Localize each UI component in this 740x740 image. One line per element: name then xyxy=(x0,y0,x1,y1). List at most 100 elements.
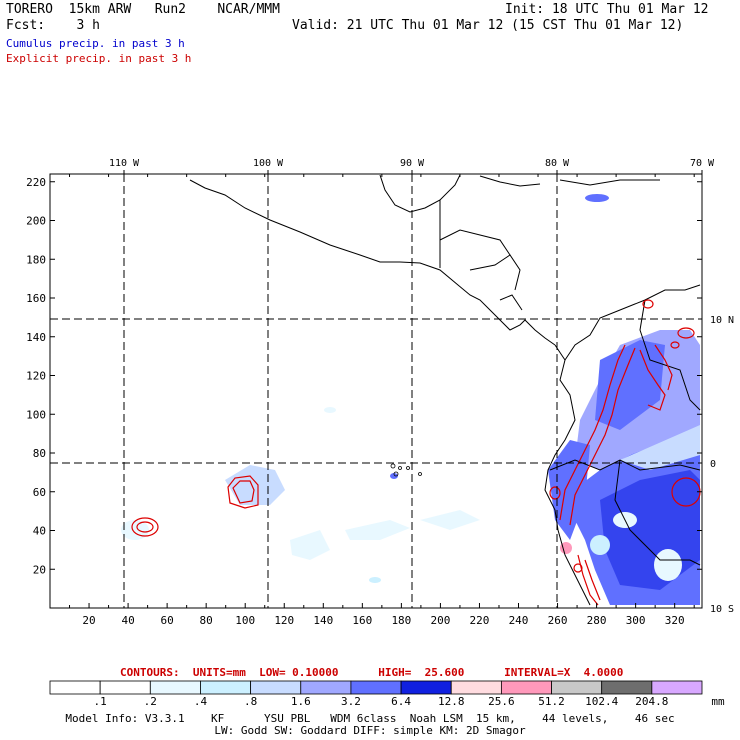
precip-pacific-7 xyxy=(121,520,149,540)
contour-andes-chain-2 xyxy=(569,347,636,526)
colorbar-swatch xyxy=(651,680,703,695)
y-axis-ticks: 20 40 60 80 100 120 140 160 180 200 220 xyxy=(26,176,702,576)
latitude-label: 10 N xyxy=(710,315,734,326)
colorbar-label: 6.4 xyxy=(391,695,411,708)
y-tick-label: 60 xyxy=(33,486,46,499)
x-tick-label: 160 xyxy=(352,614,372,627)
colorbar-swatch xyxy=(551,680,603,695)
x-tick-label: 320 xyxy=(665,614,685,627)
cumulus-precip-label: Cumulus precip. in past 3 h xyxy=(6,37,185,50)
x-tick-label: 220 xyxy=(470,614,490,627)
contour-pacific-west-inner xyxy=(136,521,154,533)
x-tick-label: 200 xyxy=(430,614,450,627)
colorbar-label: .2 xyxy=(143,695,157,708)
coast-cuba xyxy=(479,175,541,187)
contour-venezuela-3 xyxy=(670,341,680,349)
x-tick-label: 240 xyxy=(509,614,529,627)
y-tick-label: 80 xyxy=(33,447,46,460)
contour-pacific-west-outer xyxy=(131,517,159,537)
colorbar-label: .1 xyxy=(93,695,107,708)
border-peru-brazil xyxy=(614,459,701,566)
colorbar-swatch xyxy=(601,680,653,695)
precip-pacific-3 xyxy=(345,520,410,540)
border-honduras xyxy=(439,229,511,256)
explicit-precip-contours xyxy=(131,299,701,606)
longitude-label: 70 W xyxy=(690,158,715,169)
model-title: TORERO 15km ARW Run2 NCAR/MMM xyxy=(6,2,280,17)
coast-caribbean-islands xyxy=(559,179,660,186)
colorbar-swatch xyxy=(49,680,101,695)
colorbar-swatch xyxy=(500,680,552,695)
precip-light-spot-1 xyxy=(654,549,682,581)
coast-sa-west xyxy=(544,359,591,606)
y-tick-label: 180 xyxy=(26,253,46,266)
latitude-labels: 10 N 0 10 S xyxy=(710,315,734,615)
x-tick-label: 280 xyxy=(587,614,607,627)
x-tick-label: 60 xyxy=(161,614,174,627)
colorbar-swatch xyxy=(450,680,502,695)
border-costa-rica xyxy=(499,294,523,311)
precip-area-east-light xyxy=(620,425,700,470)
coast-mexico-central-america xyxy=(189,179,556,346)
longitude-label: 100 W xyxy=(253,158,284,169)
colorbar-label: 25.6 xyxy=(488,695,515,708)
contour-pacific-central-inner xyxy=(232,480,255,504)
x-tick-label: 180 xyxy=(391,614,411,627)
x-tick-label: 40 xyxy=(121,614,134,627)
y-tick-label: 40 xyxy=(33,525,46,538)
colorbar-label: .4 xyxy=(193,695,208,708)
colorbar-swatch xyxy=(350,680,402,695)
precip-pacific-5 xyxy=(369,577,381,583)
contour-venezuela-1 xyxy=(642,299,654,309)
longitude-label: 110 W xyxy=(109,158,140,169)
y-tick-label: 140 xyxy=(26,331,46,344)
precip-pacific-2 xyxy=(290,530,330,560)
colorbar-swatch xyxy=(149,680,201,695)
x-tick-label: 120 xyxy=(274,614,294,627)
y-tick-label: 160 xyxy=(26,292,46,305)
latitude-label: 10 S xyxy=(710,604,734,615)
precip-area-coast xyxy=(548,440,590,540)
x-tick-label: 20 xyxy=(82,614,95,627)
colorbar-label: 12.8 xyxy=(437,695,465,708)
coastlines xyxy=(189,174,701,606)
x-tick-label: 260 xyxy=(548,614,568,627)
contour-pacific-central-outer xyxy=(227,475,259,509)
latlon-grid xyxy=(50,174,702,608)
y-tick-label: 100 xyxy=(26,408,46,421)
precip-pacific-6 xyxy=(324,407,336,413)
contour-andes-chain-4 xyxy=(584,559,601,601)
colorbar-swatch xyxy=(250,680,302,695)
y-tick-label: 220 xyxy=(26,176,46,189)
contour-venezuela-2 xyxy=(677,327,695,339)
colorbar-label: 1.6 xyxy=(290,695,311,708)
colorbar-swatch xyxy=(300,680,352,695)
model-info-line1: Model Info: V3.3.1 KF YSU PBL WDM 6class… xyxy=(65,712,675,725)
galapagos-islands xyxy=(390,463,422,477)
colorbar-swatch xyxy=(400,680,452,695)
border-nicaragua xyxy=(469,254,521,291)
border-colombia-venezuela xyxy=(639,299,701,411)
contour-coast-spot xyxy=(549,486,561,500)
precip-light-spot-3 xyxy=(590,535,610,555)
precip-caribbean xyxy=(585,194,609,202)
y-tick-label: 120 xyxy=(26,370,46,383)
x-tick-label: 300 xyxy=(626,614,646,627)
contour-colombia-east-2 xyxy=(654,344,673,391)
colorbar-label: .8 xyxy=(243,695,258,708)
colorbar-label: 204.8 xyxy=(635,695,669,708)
colorbar-label: 3.2 xyxy=(340,695,361,708)
contour-peru-spot xyxy=(573,563,583,573)
x-axis-ticks: 20 40 60 80 100 120 140 160 180 200 220 240 260 280 30… xyxy=(69,174,695,627)
longitude-labels: 110 W 100 W 90 W 80 W 70 W xyxy=(109,158,715,174)
contour-andes-chain-1 xyxy=(559,344,626,521)
x-tick-label: 80 xyxy=(200,614,213,627)
colorbar-label: 51.2 xyxy=(538,695,565,708)
longitude-label: 80 W xyxy=(545,158,570,169)
colorbar-swatch xyxy=(99,680,151,695)
contour-info: CONTOURS: UNITS=mm LOW= 0.10000 HIGH= 25… xyxy=(120,666,624,679)
precip-pacific-1 xyxy=(225,465,285,505)
y-tick-label: 200 xyxy=(26,215,46,228)
precip-galapagos xyxy=(390,473,398,479)
